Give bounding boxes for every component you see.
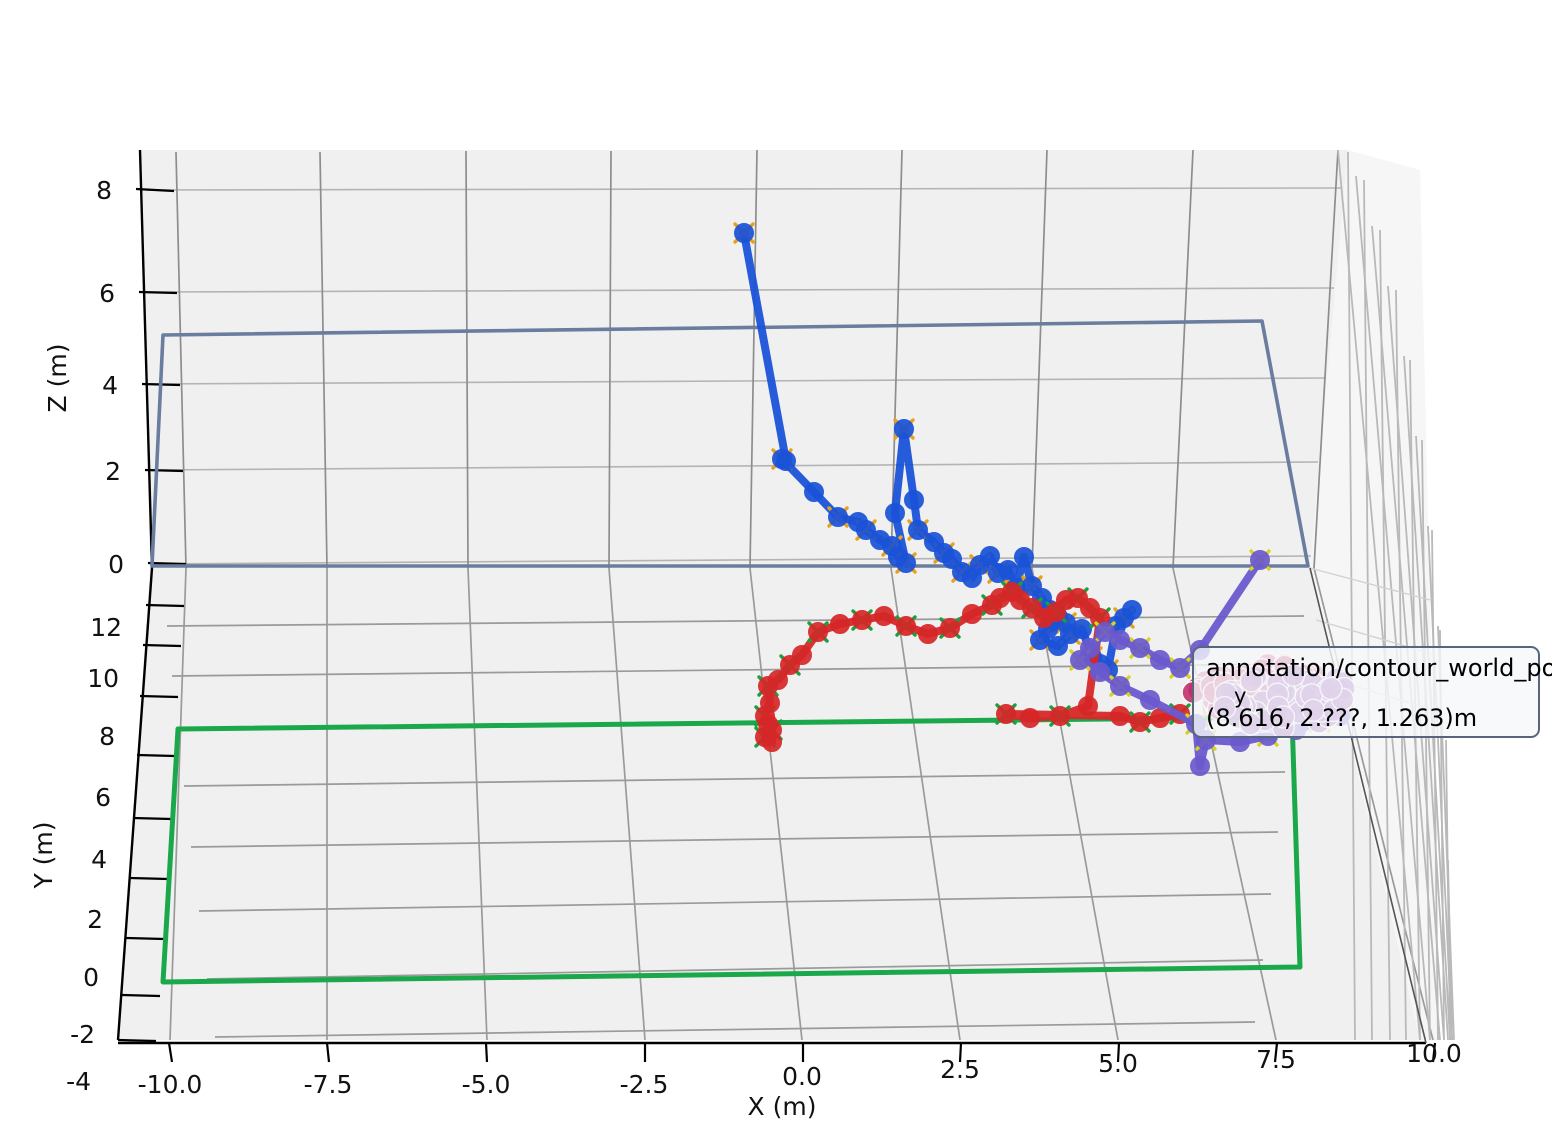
z-tick-label: 2 [105,457,121,486]
x-axis-title: X (m) [748,1092,817,1121]
y-tick-label: 4 [91,845,107,874]
x-tick-label: 5.0 [1098,1049,1138,1078]
z-tick-label: 0 [108,550,124,579]
z-tick-labels: 8 6 4 2 0 [96,176,124,579]
tooltip-title: annotation/contour_world_point [1206,654,1552,682]
z-tick-label: 8 [96,176,112,205]
series-red-trajectory[interactable] [754,581,1191,752]
y-axis-title: Y (m) [29,821,58,889]
z-tick-label: 4 [102,371,118,400]
axes-panes [118,150,1440,1040]
y-tick-label: 10 [87,664,119,693]
x-tick-label: -5.0 [462,1070,511,1099]
x-tick-label: -10.0 [138,1070,203,1099]
y-axis-spine [116,567,154,1041]
y-tick-label: 8 [99,722,115,751]
tooltip-coords: (8.616, 2.???, 1.263)m [1206,704,1478,732]
tick-marks [117,187,1437,1063]
z-axis-spine [138,149,154,569]
x-tick-label: -2.5 [620,1070,669,1099]
x-tick-label: 7.5 [1256,1045,1296,1074]
y-tick-label: 2 [87,905,103,934]
y-tick-label: 6 [95,783,111,812]
annotation-tooltip[interactable]: annotation/contour_world_point y (8.616,… [1192,646,1552,738]
z-axis-title: Z (m) [43,344,72,413]
x-tick-label: -7.5 [304,1070,353,1099]
y-tick-label: -2 [70,1020,95,1049]
slate-plane-rect [150,319,1310,568]
x-tick-labels: -10.0 -7.5 -5.0 -2.5 0.0 2.5 5.0 7.5 10.… [138,1039,1462,1099]
green-ground-rect [160,714,1303,985]
pane-yz-right [1310,150,1440,1040]
y-tick-labels: 12 10 8 6 4 2 0 -2 -4 [66,613,122,1096]
z-tick-label: 6 [99,279,115,308]
tooltip-sublabel: y [1234,684,1247,708]
x-tick-label: 0.0 [782,1062,822,1091]
y-tick-label: -4 [66,1067,91,1096]
grid-lines [145,149,1455,1041]
x-tick-label: 10.0 [1406,1039,1462,1068]
y-tick-label: 12 [90,613,122,642]
x-tick-label: 2.5 [940,1055,980,1084]
y-tick-label: 0 [83,963,99,992]
